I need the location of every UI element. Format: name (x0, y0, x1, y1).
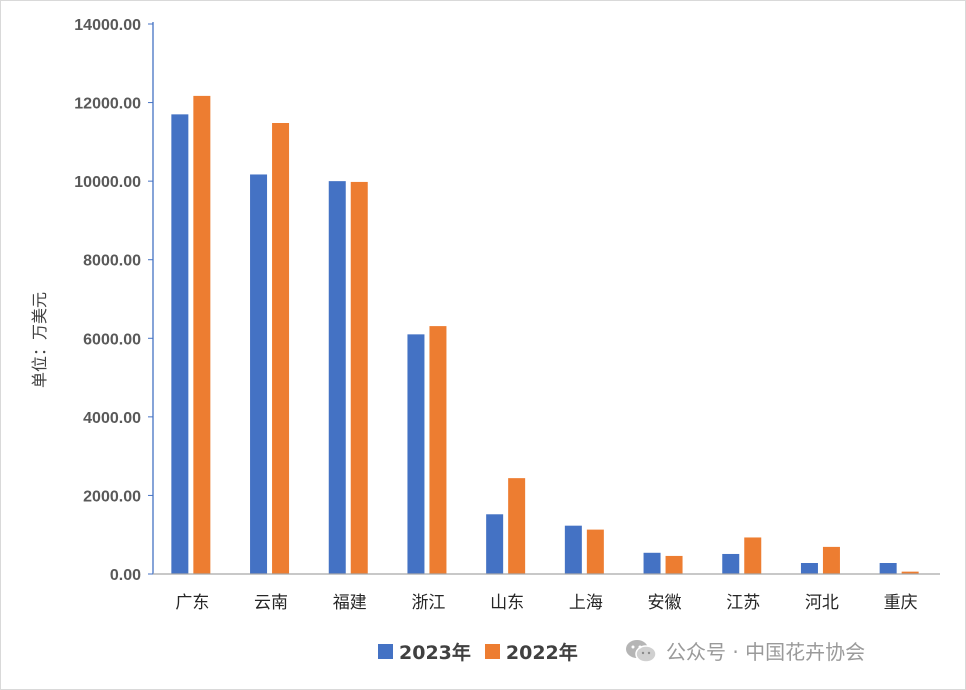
x-category-label: 浙江 (411, 593, 445, 613)
bar-2022-1 (272, 123, 290, 574)
bar-2022-9 (901, 571, 919, 574)
y-tick-label: 4000.00 (83, 410, 141, 427)
watermark: 公众号 · 中国花卉协会 (624, 636, 865, 665)
legend-swatch-2022 (484, 644, 500, 659)
bar-2023-6 (643, 552, 661, 574)
x-category-label: 广东 (175, 593, 209, 613)
legend-label-2023: 2023年 (399, 642, 471, 664)
bar-2023-4 (486, 514, 504, 574)
bar-2022-2 (350, 181, 368, 574)
x-category-label: 安徽 (648, 593, 682, 613)
bar-2023-8 (800, 563, 818, 574)
y-tick-label: 2000.00 (83, 488, 141, 505)
x-category-label: 云南 (254, 593, 288, 613)
y-tick-label: 8000.00 (83, 253, 141, 270)
x-category-label: 河北 (805, 593, 839, 613)
y-tick-label: 12000.00 (74, 96, 141, 113)
bar-2023-3 (407, 334, 425, 574)
legend-item-2022: 2022年 (484, 638, 578, 665)
bar-2023-0 (171, 114, 189, 574)
legend-swatch-2023 (378, 644, 393, 659)
bar-2022-7 (744, 537, 762, 574)
x-category-label: 重庆 (884, 593, 918, 613)
bar-2023-7 (722, 553, 740, 574)
x-category-label: 江苏 (726, 593, 760, 613)
bar-2022-5 (586, 529, 604, 574)
bar-2022-8 (822, 546, 840, 574)
x-category-label: 上海 (569, 593, 603, 613)
bar-2022-3 (429, 326, 447, 574)
bars (171, 95, 919, 575)
axes (152, 22, 940, 575)
legend: 2023年 2022年 (378, 638, 578, 665)
x-axis-labels: 广东 云南 福建 浙江 山东 上海 安徽 江苏 河北 重庆 (175, 593, 917, 613)
y-axis-label: 单位：万美元 (30, 292, 49, 388)
bar-2023-5 (564, 525, 582, 574)
bar-2023-1 (250, 174, 268, 574)
wechat-icon (626, 639, 657, 663)
y-tick-label: 14000.00 (74, 17, 141, 34)
bar-2022-6 (665, 555, 683, 574)
x-category-label: 福建 (333, 593, 367, 613)
legend-label-2022: 2022年 (505, 642, 578, 664)
y-tick-label: 10000.00 (74, 174, 141, 191)
bar-2023-9 (879, 563, 897, 574)
watermark-text: 公众号 · 中国花卉协会 (666, 640, 866, 664)
y-tick-label: 0.00 (110, 567, 141, 584)
y-tick-label: 6000.00 (83, 331, 141, 348)
bar-2023-2 (328, 181, 346, 574)
x-category-label: 山东 (490, 593, 524, 613)
bar-2022-0 (193, 95, 211, 575)
y-axis-label-text: 单位：万美元 (30, 292, 49, 388)
legend-item-2023: 2023年 (378, 638, 471, 665)
y-axis-ticks: 0.00 2000.00 4000.00 6000.00 8000.00 10000.00… (74, 17, 153, 584)
bar-2022-4 (508, 478, 526, 574)
